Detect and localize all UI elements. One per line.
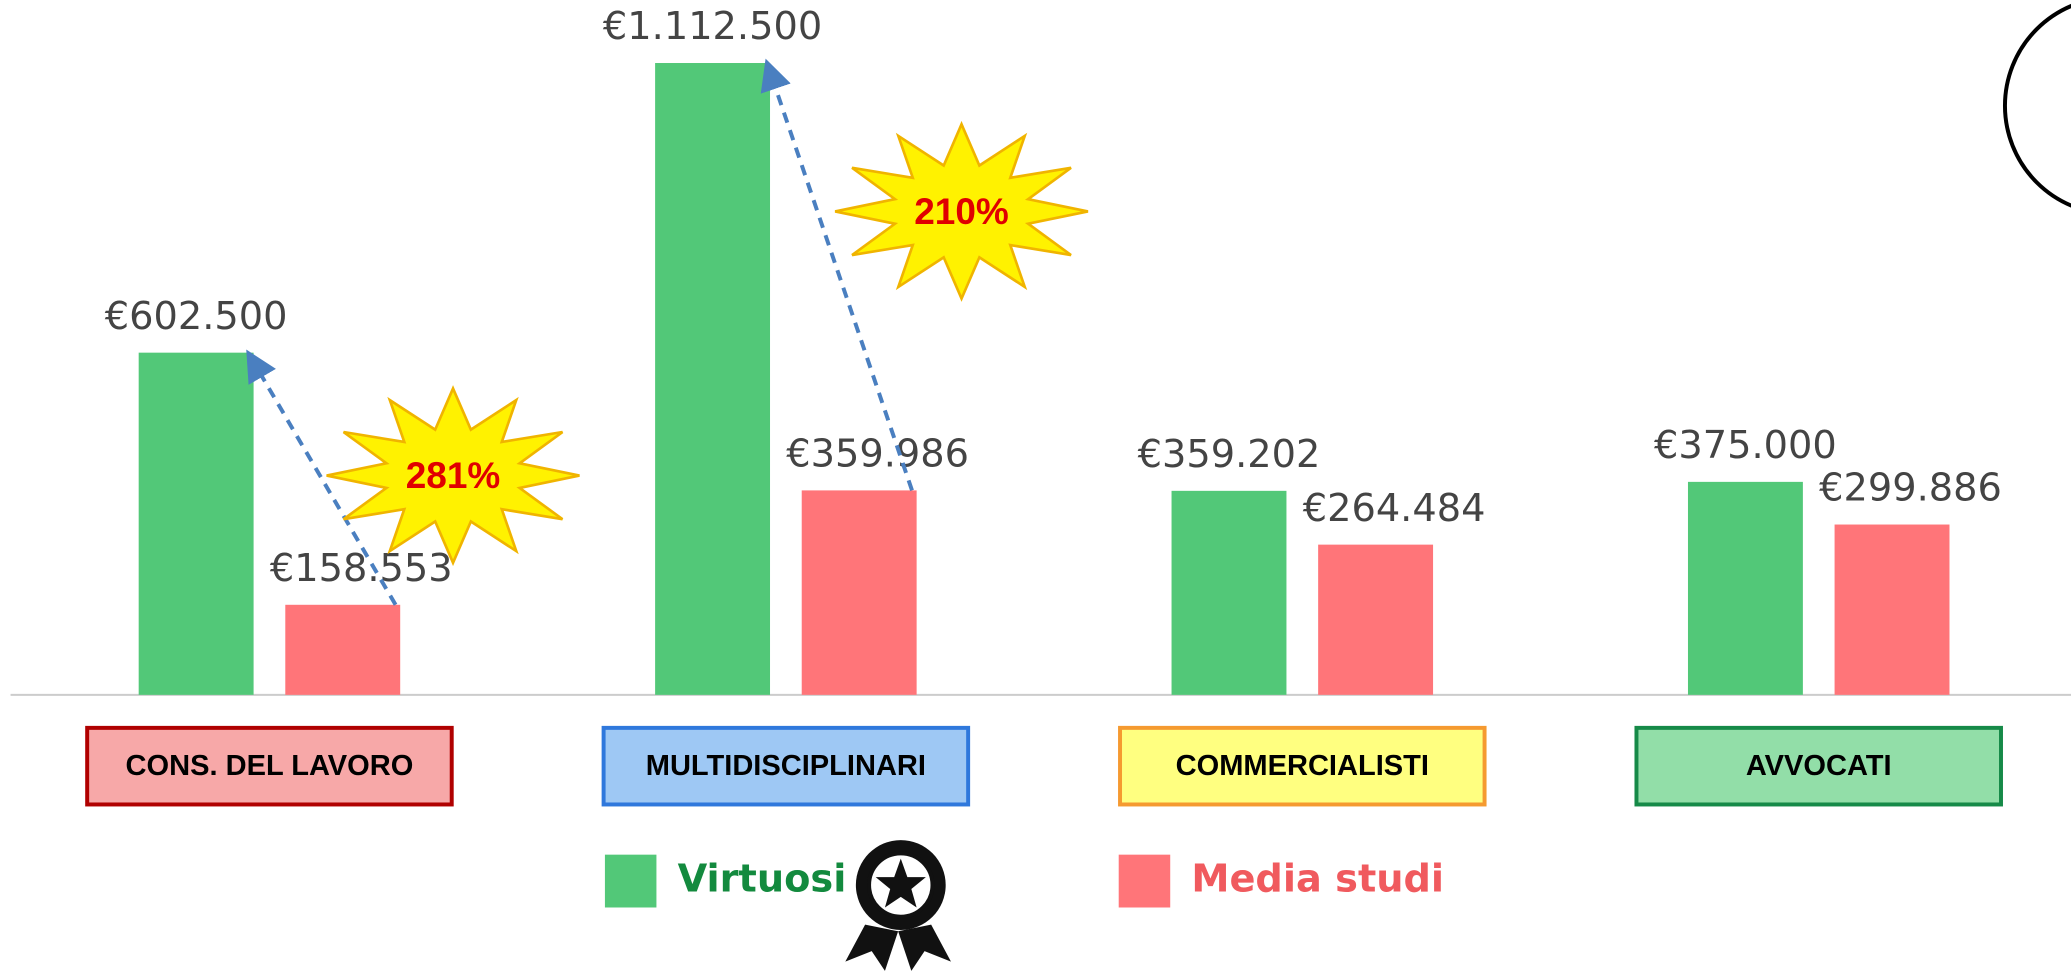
legend-label: Virtuosi <box>678 857 847 902</box>
bar <box>285 604 401 695</box>
growth-arrow <box>760 58 914 492</box>
starburst <box>834 120 1089 302</box>
logo <box>2003 3 2071 208</box>
data-label: €602.500 <box>105 294 288 339</box>
x-tick-label: AVVOCATI <box>1746 750 1892 782</box>
data-label: €158.553 <box>270 546 453 591</box>
x-tick-label: MULTIDISCIPLINARI <box>646 750 926 782</box>
data-label: €1.112.500 <box>603 4 822 49</box>
annotation: 210% <box>914 191 1009 232</box>
growth-arrow <box>246 349 398 606</box>
category-box <box>1634 725 2003 807</box>
x-tick-label: COMMERCIALISTI <box>1176 750 1429 782</box>
starburst <box>326 385 580 567</box>
legend-swatch <box>604 854 657 908</box>
data-label: €359.202 <box>1138 432 1321 477</box>
bar <box>138 352 254 695</box>
data-label: €299.886 <box>1819 466 2002 511</box>
data-label: €375.000 <box>1654 423 1837 468</box>
bar <box>1687 481 1803 695</box>
award-icon <box>845 840 951 971</box>
bar <box>801 490 917 695</box>
category-box <box>601 725 971 807</box>
category-box <box>1118 725 1487 807</box>
legend-swatch <box>1118 854 1171 908</box>
bar <box>655 63 771 695</box>
annotation: 281% <box>406 455 501 496</box>
bar <box>1834 524 1950 695</box>
bar <box>1318 544 1434 695</box>
category-box <box>85 725 454 807</box>
data-label: €264.484 <box>1303 486 1486 531</box>
legend-label: Media studi <box>1191 857 1444 902</box>
data-label: €359.986 <box>786 432 969 477</box>
bar <box>1171 490 1287 695</box>
x-tick-label: CONS. DEL LAVORO <box>126 750 414 782</box>
